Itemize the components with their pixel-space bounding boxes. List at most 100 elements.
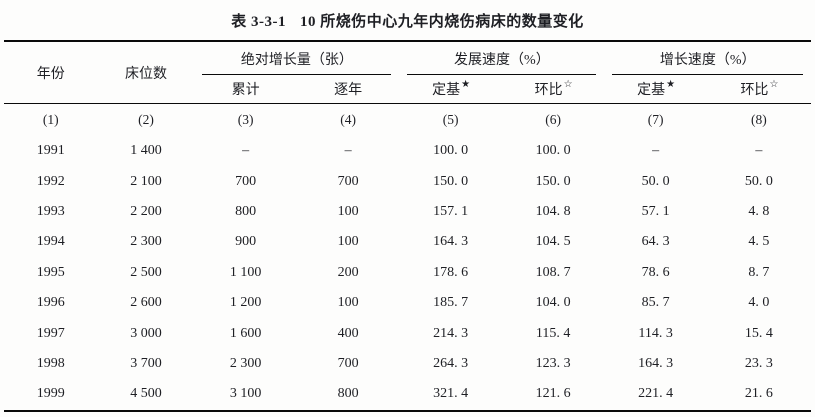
cell-yearly: 400 bbox=[337, 325, 359, 341]
sub-header-chain-growth: 环比☆ bbox=[740, 79, 779, 98]
cell-growth-fixed: 85. 7 bbox=[641, 295, 670, 311]
cell-growth-fixed: 221. 4 bbox=[638, 386, 674, 402]
cell-yearly: 100 bbox=[337, 234, 359, 250]
cell-yearly: 100 bbox=[337, 203, 359, 219]
cell-yearly: – bbox=[344, 143, 352, 159]
column-number: (2) bbox=[138, 112, 154, 127]
cell-dev-fixed: 185. 7 bbox=[433, 295, 469, 311]
cell-growth-fixed: 114. 3 bbox=[638, 325, 673, 341]
table-title-text: 10 所烧伤中心九年内烧伤病床的数量变化 bbox=[299, 13, 584, 30]
column-number: (5) bbox=[442, 112, 459, 127]
cell-dev-fixed: 150. 0 bbox=[433, 173, 469, 189]
group-header-development-speed: 发展速度（%） bbox=[399, 41, 604, 75]
cell-year: 1995 bbox=[36, 264, 65, 280]
filled-star-marker: ★ bbox=[461, 79, 471, 91]
table-row: 1991 1 400 – – 100. 0 100. 0 – – bbox=[4, 136, 811, 166]
cell-cumulative: 700 bbox=[235, 173, 257, 189]
cell-yearly: 800 bbox=[337, 386, 359, 402]
hollow-star-marker: ☆ bbox=[563, 79, 573, 91]
column-number: (4) bbox=[340, 112, 357, 127]
cell-dev-chain: 108. 7 bbox=[535, 264, 571, 280]
cell-beds: 2 300 bbox=[130, 234, 162, 250]
table-row: 1994 2 300 900 100 164. 3 104. 5 64. 3 4… bbox=[4, 227, 811, 257]
cell-yearly: 700 bbox=[337, 173, 359, 189]
cell-growth-chain: 4. 8 bbox=[748, 203, 770, 219]
cell-dev-chain: 104. 8 bbox=[535, 203, 571, 219]
cell-cumulative: 900 bbox=[235, 234, 257, 250]
table-row: 1997 3 000 1 600 400 214. 3 115. 4 114. … bbox=[4, 318, 811, 348]
group-header-absolute-growth: 绝对增长量（张） bbox=[194, 41, 399, 75]
cell-beds: 1 400 bbox=[130, 143, 162, 159]
cell-cumulative: 2 300 bbox=[229, 355, 262, 371]
group-header-growth-speed: 增长速度（%） bbox=[604, 41, 811, 75]
cell-dev-fixed: 164. 3 bbox=[433, 234, 469, 250]
cell-beds: 2 100 bbox=[130, 173, 162, 189]
col-header-year: 年份 bbox=[36, 66, 65, 82]
col-header-beds: 床位数 bbox=[125, 66, 168, 82]
cell-beds: 2 500 bbox=[130, 264, 162, 280]
sub-header-yearly: 逐年 bbox=[334, 83, 363, 98]
statistics-table: 年份 床位数 绝对增长量（张） 发展速度（%） 增长速度（%） 累计 逐年 定基… bbox=[4, 40, 811, 412]
table-row: 1995 2 500 1 100 200 178. 6 108. 7 78. 6… bbox=[4, 258, 811, 288]
table-row: 1999 4 500 3 100 800 321. 4 121. 6 221. … bbox=[4, 379, 811, 410]
cell-growth-chain: 4. 5 bbox=[748, 234, 770, 250]
cell-dev-fixed: 157. 1 bbox=[433, 203, 469, 219]
table-number: 表 3-3-1 bbox=[231, 13, 286, 30]
column-number-row: (1) (2) (3) (4) (5) (6) (7) (8) bbox=[4, 104, 811, 137]
cell-year: 1992 bbox=[36, 173, 65, 189]
cell-dev-chain: 104. 0 bbox=[535, 295, 571, 311]
column-number: (1) bbox=[42, 112, 59, 127]
sub-header-fixed-base-growth: 定基★ bbox=[637, 79, 676, 98]
cell-dev-chain: 104. 5 bbox=[535, 234, 571, 250]
cell-dev-chain: 100. 0 bbox=[535, 143, 571, 159]
cell-dev-fixed: 264. 3 bbox=[433, 355, 469, 371]
cell-year: 1996 bbox=[36, 295, 65, 311]
cell-growth-chain: 21. 6 bbox=[744, 386, 773, 402]
cell-year: 1998 bbox=[36, 355, 65, 371]
sub-header-cumulative: 累计 bbox=[231, 83, 260, 98]
cell-beds: 3 000 bbox=[130, 325, 162, 341]
cell-yearly: 100 bbox=[337, 295, 359, 311]
column-number: (8) bbox=[751, 112, 767, 127]
cell-cumulative: 1 100 bbox=[229, 264, 262, 280]
table-row: 1996 2 600 1 200 100 185. 7 104. 0 85. 7… bbox=[4, 288, 811, 318]
table-row: 1993 2 200 800 100 157. 1 104. 8 57. 1 4… bbox=[4, 197, 811, 227]
table-row: 1992 2 100 700 700 150. 0 150. 0 50. 0 5… bbox=[4, 166, 811, 196]
table-title: 表 3-3-1 10 所烧伤中心九年内烧伤病床的数量变化 bbox=[0, 0, 815, 40]
cell-growth-fixed: 78. 6 bbox=[641, 264, 670, 280]
cell-cumulative: – bbox=[242, 143, 250, 159]
cell-year: 1997 bbox=[36, 325, 65, 341]
cell-growth-chain: 23. 3 bbox=[744, 355, 773, 371]
cell-growth-chain: 15. 4 bbox=[744, 325, 773, 341]
cell-dev-fixed: 214. 3 bbox=[433, 325, 469, 341]
filled-star-marker: ★ bbox=[666, 79, 676, 91]
cell-yearly: 700 bbox=[337, 355, 359, 371]
cell-growth-chain: 50. 0 bbox=[744, 173, 773, 189]
cell-dev-fixed: 321. 4 bbox=[433, 386, 469, 402]
column-number: (7) bbox=[647, 112, 664, 127]
cell-beds: 2 600 bbox=[130, 295, 162, 311]
cell-beds: 3 700 bbox=[130, 355, 162, 371]
cell-beds: 2 200 bbox=[130, 203, 162, 219]
cell-growth-chain: 8. 7 bbox=[748, 264, 770, 280]
cell-growth-fixed: 164. 3 bbox=[638, 355, 674, 371]
table-row: 1998 3 700 2 300 700 264. 3 123. 3 164. … bbox=[4, 349, 811, 379]
cell-year: 1993 bbox=[36, 203, 65, 219]
hollow-star-marker: ☆ bbox=[769, 79, 779, 91]
cell-beds: 4 500 bbox=[130, 386, 162, 402]
cell-year: 1999 bbox=[36, 386, 65, 402]
cell-dev-fixed: 100. 0 bbox=[433, 143, 469, 159]
cell-yearly: 200 bbox=[337, 264, 359, 280]
column-number: (3) bbox=[237, 112, 254, 127]
sub-header-fixed-base-dev: 定基★ bbox=[432, 79, 471, 98]
cell-dev-fixed: 178. 6 bbox=[433, 264, 469, 280]
cell-dev-chain: 150. 0 bbox=[535, 173, 571, 189]
cell-growth-fixed: – bbox=[652, 143, 660, 159]
cell-year: 1994 bbox=[36, 234, 65, 250]
cell-growth-chain: – bbox=[755, 143, 763, 159]
sub-header-chain-dev: 环比☆ bbox=[534, 79, 573, 98]
cell-growth-fixed: 57. 1 bbox=[641, 203, 670, 219]
cell-cumulative: 3 100 bbox=[229, 386, 262, 402]
cell-dev-chain: 121. 6 bbox=[535, 386, 571, 402]
